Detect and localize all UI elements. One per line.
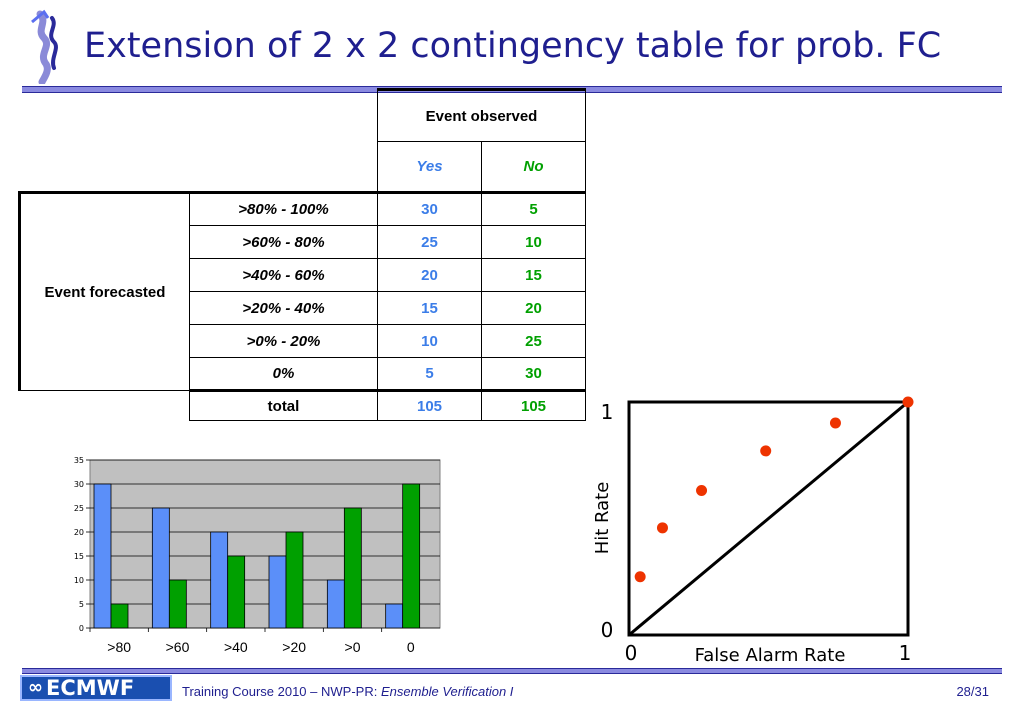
bar-mark [151, 507, 170, 629]
roc-point [760, 445, 772, 457]
row-label: >80% - 100% [189, 191, 378, 226]
table-row: >0% - 20% 10 25 [20, 324, 586, 358]
table-row: >40% - 60% 20 15 [20, 258, 586, 292]
row-label: 0% [189, 357, 378, 391]
bar-mark [385, 603, 404, 629]
row-label: >60% - 80% [189, 225, 378, 259]
roc-y-tick-0: 0 [601, 618, 614, 642]
cell-yes: 25 [377, 225, 482, 259]
header-no: No [481, 141, 586, 193]
roc-y-axis-label: Hit Rate [592, 482, 613, 555]
cell-no: 10 [481, 225, 586, 259]
roc-chart: 1 0 0 1 False Alarm Rate Hit Rate [592, 396, 914, 666]
footer-logo-text: ECMWF [46, 676, 135, 700]
cell-yes: 15 [377, 291, 482, 325]
table-row: 0% 5 30 [20, 357, 586, 391]
cell-no: 20 [481, 291, 586, 325]
row-group-event-forecasted: Event forecasted [18, 191, 190, 391]
bar-y-tick-label: 30 [74, 480, 84, 489]
total-yes: 105 [377, 389, 482, 421]
roc-point [634, 571, 646, 583]
cell-no: 25 [481, 324, 586, 358]
roc-point [902, 396, 914, 408]
cell-no: 5 [481, 191, 586, 226]
bar-mark [227, 555, 246, 629]
bar-x-tick-label: >80 [107, 639, 131, 655]
roc-plot-frame [627, 400, 910, 637]
bar-x-tick-label: >20 [282, 639, 306, 655]
contingency-table: Event observed Yes No Event forecasted >… [18, 88, 586, 421]
roc-x-tick-0: 0 [625, 641, 638, 665]
roc-point [656, 522, 668, 534]
row-label: >20% - 40% [189, 291, 378, 325]
bar-mark [402, 483, 421, 629]
row-label: >40% - 60% [189, 258, 378, 292]
bar-mark [285, 531, 304, 629]
page-title: Extension of 2 x 2 contingency table for… [84, 26, 942, 66]
page-number: 28/31 [956, 684, 989, 699]
header-yes: Yes [377, 141, 482, 193]
ecmwf-wave-logo-icon [31, 9, 58, 84]
bar-mark [343, 507, 362, 629]
roc-diagonal-line [628, 400, 909, 637]
table-row-total: total 105 105 [20, 389, 586, 421]
ecmwf-footer-logo-icon: ∞ ECMWF [20, 675, 172, 701]
bar-x-tick-label: 0 [407, 639, 415, 655]
bar-y-tick-label: 15 [74, 552, 84, 561]
roc-x-axis-label: False Alarm Rate [695, 645, 846, 666]
bar-y-tick-label: 25 [74, 504, 84, 513]
bar-mark [168, 579, 187, 629]
row-label: >0% - 20% [189, 324, 378, 358]
bar-mark [93, 483, 112, 629]
roc-y-tick-1: 1 [601, 400, 614, 424]
total-no: 105 [481, 389, 586, 421]
bar-plot-area [89, 459, 441, 629]
bar-y-tick-label: 10 [74, 576, 84, 585]
roc-point [829, 417, 841, 429]
bar-y-tick-label: 0 [79, 624, 84, 633]
bar-y-tick-label: 20 [74, 528, 84, 537]
total-label: total [189, 389, 378, 421]
bar-x-tick-label: >0 [345, 639, 361, 655]
footer-course-topic: Ensemble Verification I [380, 684, 514, 699]
bar-x-tick-label: >60 [166, 639, 190, 655]
bar-y-tick-label: 35 [74, 456, 84, 465]
bar-y-tick-label: 5 [79, 600, 84, 609]
bar-chart: 0 5 10 15 20 25 30 35 >80 >60 >40 >20 >0 0 [74, 456, 441, 655]
bar-x-tick-label: >40 [224, 639, 248, 655]
table-row: Event forecasted >80% - 100% 30 5 [18, 191, 586, 391]
bar-mark [110, 603, 129, 629]
roc-x-tick-1: 1 [899, 641, 912, 665]
bar-mark [268, 555, 287, 629]
cell-yes: 20 [377, 258, 482, 292]
cell-yes: 5 [377, 357, 482, 391]
cell-yes: 30 [377, 191, 482, 226]
cell-no: 30 [481, 357, 586, 391]
roc-point [696, 485, 708, 497]
bar-mark [326, 579, 345, 629]
bar-mark [210, 531, 229, 629]
footer-course: Training Course 2010 – NWP-PR: Ensemble … [182, 684, 513, 699]
cell-no: 15 [481, 258, 586, 292]
cell-yes: 10 [377, 324, 482, 358]
footer-divider [22, 668, 1002, 674]
header-event-observed: Event observed [377, 88, 586, 142]
footer-course-prefix: Training Course 2010 – NWP-PR: [182, 684, 381, 699]
